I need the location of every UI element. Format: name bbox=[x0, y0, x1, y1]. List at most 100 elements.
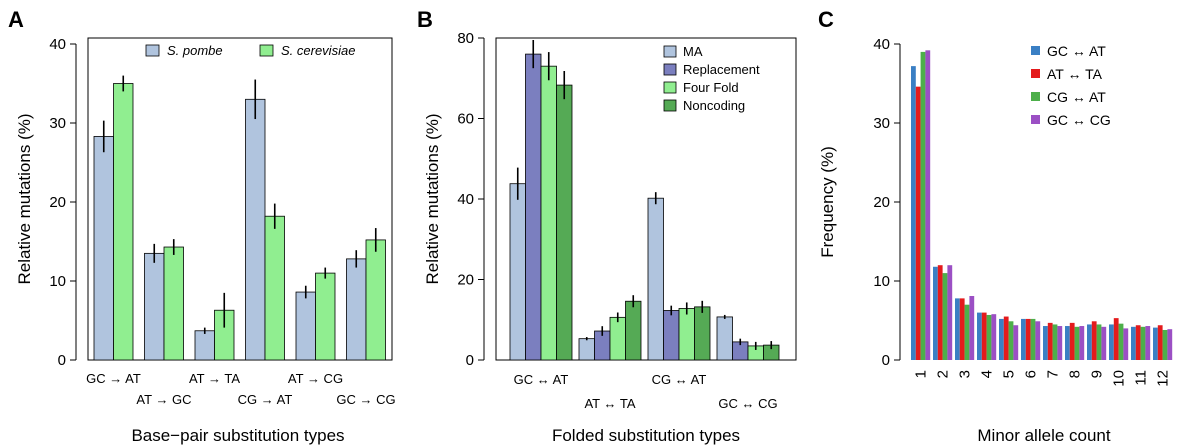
panel-a-category-label: AT → GC bbox=[136, 392, 191, 407]
bar-gc-cg bbox=[969, 296, 975, 360]
panel-c-category-label: 9 bbox=[1089, 370, 1106, 378]
panel-a-letter: A bbox=[8, 7, 24, 32]
panel-b-y-ticks: 0 20 40 60 80 bbox=[457, 30, 484, 369]
legend-label-gc-at: GC ↔ AT bbox=[1047, 43, 1106, 59]
bar-ma bbox=[716, 316, 733, 361]
bar-at-ta bbox=[981, 312, 987, 360]
bar-gc-cg bbox=[991, 314, 997, 360]
bar-s-pombe bbox=[144, 252, 165, 361]
bar-at-ta bbox=[1003, 316, 1009, 360]
panel-c-legend: GC ↔ AT AT ↔ TA CG ↔ AT GC ↔ CG bbox=[1031, 43, 1111, 128]
panel-b-letter: B bbox=[417, 7, 433, 32]
panel-a-y-tick-label: 20 bbox=[49, 194, 66, 211]
bar-at-ta bbox=[1047, 322, 1053, 360]
panel-c-y-axis-title: Frequency (%) bbox=[818, 146, 837, 257]
bar-at-ta bbox=[1113, 318, 1119, 360]
bar-four-fold bbox=[609, 316, 626, 361]
bar-cg-at bbox=[1030, 318, 1036, 360]
panel-b-category-labels: GC ↔ AT AT ↔ TA CG ↔ AT GC ↔ CG bbox=[514, 372, 778, 411]
bar-s-cerevisiae bbox=[163, 246, 184, 361]
panel-b-legend: MA Replacement Four Fold Noncoding bbox=[663, 44, 760, 113]
bar-s-pombe bbox=[295, 291, 316, 361]
bar-gc-cg bbox=[1145, 326, 1151, 360]
bar-s-cerevisiae bbox=[264, 215, 285, 361]
bar-at-ta bbox=[1069, 322, 1075, 360]
legend-swatch-ma bbox=[663, 45, 677, 58]
legend-label-ma: MA bbox=[683, 44, 703, 59]
bar-gc-at bbox=[1131, 326, 1136, 360]
panel-b-y-tick-label: 40 bbox=[457, 191, 474, 208]
legend-swatch-four-fold bbox=[663, 81, 677, 94]
panel-a-y-ticks: 0 10 20 30 40 bbox=[49, 36, 76, 369]
bar-gc-at bbox=[911, 66, 916, 361]
bar-replacement bbox=[525, 53, 542, 361]
bar-gc-cg bbox=[1057, 326, 1063, 360]
bar-s-pombe bbox=[194, 330, 215, 361]
legend-swatch-replacement bbox=[663, 63, 677, 76]
legend-swatch-s-pombe bbox=[145, 44, 160, 57]
panel-a-bars bbox=[93, 75, 386, 361]
panel-b-category-label: GC ↔ AT bbox=[514, 372, 569, 387]
panel-b-category-label: AT ↔ TA bbox=[584, 396, 635, 411]
bar-ma bbox=[647, 197, 664, 361]
legend-label-replacement: Replacement bbox=[683, 62, 760, 77]
bar-s-pombe bbox=[93, 136, 114, 361]
panel-a-y-tick-label: 30 bbox=[49, 115, 66, 132]
legend-label-at-ta: AT ↔ TA bbox=[1047, 66, 1103, 82]
bar-ma bbox=[578, 338, 595, 361]
bar-four-fold bbox=[540, 65, 557, 361]
bar-s-cerevisiae bbox=[315, 272, 336, 361]
bar-at-ta bbox=[1135, 325, 1141, 360]
bar-cg-at bbox=[1008, 321, 1014, 360]
bar-at-ta bbox=[1091, 321, 1097, 360]
panel-c-y-tick-label: 40 bbox=[873, 36, 890, 53]
legend-label-four-fold: Four Fold bbox=[683, 80, 739, 95]
bar-cg-at bbox=[986, 314, 992, 360]
legend-label-gc-cg: GC ↔ CG bbox=[1047, 112, 1111, 128]
bar-gc-at bbox=[1109, 324, 1114, 360]
bar-cg-at bbox=[964, 304, 970, 360]
panel-c-category-label: 2 bbox=[935, 370, 952, 378]
panel-a-plot-frame bbox=[87, 37, 393, 361]
bar-gc-at bbox=[1043, 326, 1048, 360]
bar-cg-at bbox=[1162, 329, 1168, 360]
panel-c-category-label: 3 bbox=[957, 370, 974, 378]
bar-s-pombe bbox=[346, 258, 367, 361]
legend-label-noncoding: Noncoding bbox=[683, 98, 745, 113]
panel-b-y-tick-label: 0 bbox=[466, 352, 474, 369]
panel-a-category-label: GC → CG bbox=[336, 392, 395, 407]
bar-replacement bbox=[663, 310, 680, 361]
bar-gc-at bbox=[1065, 326, 1070, 360]
panel-c-x-axis-title: Minor allele count bbox=[977, 426, 1111, 445]
bar-cg-at bbox=[1052, 324, 1058, 360]
panel-c-category-label: 7 bbox=[1045, 370, 1062, 378]
bar-gc-cg bbox=[1101, 326, 1107, 360]
bar-cg-at bbox=[920, 51, 926, 361]
panel-c-y-tick-label: 30 bbox=[873, 115, 890, 132]
bar-cg-at bbox=[1096, 324, 1102, 360]
panel-c-category-label: 8 bbox=[1067, 370, 1084, 378]
bar-cg-at bbox=[1074, 326, 1080, 360]
bar-gc-at bbox=[1087, 324, 1092, 360]
bar-gc-cg bbox=[1035, 321, 1041, 360]
panel-a-y-axis-title: Relative mutations (%) bbox=[15, 113, 34, 284]
bar-noncoding bbox=[556, 84, 573, 361]
legend-label-s-pombe: S. pombe bbox=[167, 43, 223, 58]
legend-swatch-cg-at bbox=[1031, 92, 1040, 101]
panel-a-category-label: CG → AT bbox=[238, 392, 293, 407]
panel-a: A 0 10 20 30 40 GC → AT AT → GC AT → TA CG → AT… bbox=[8, 7, 396, 445]
bar-gc-cg bbox=[947, 265, 953, 360]
bar-gc-cg bbox=[925, 50, 931, 360]
legend-swatch-at-ta bbox=[1031, 69, 1040, 78]
panel-c-letter: C bbox=[818, 7, 834, 32]
bar-noncoding bbox=[625, 300, 642, 361]
panel-b-y-axis-title: Relative mutations (%) bbox=[423, 113, 442, 284]
bar-gc-cg bbox=[1123, 328, 1129, 360]
legend-label-cg-at: CG ↔ AT bbox=[1047, 89, 1106, 105]
panel-c-bars bbox=[911, 50, 1173, 361]
bar-gc-cg bbox=[1013, 325, 1019, 360]
bar-gc-at bbox=[933, 266, 938, 360]
bar-gc-at bbox=[977, 312, 982, 360]
legend-swatch-gc-cg bbox=[1031, 115, 1040, 124]
panel-b-y-tick-label: 60 bbox=[457, 111, 474, 128]
